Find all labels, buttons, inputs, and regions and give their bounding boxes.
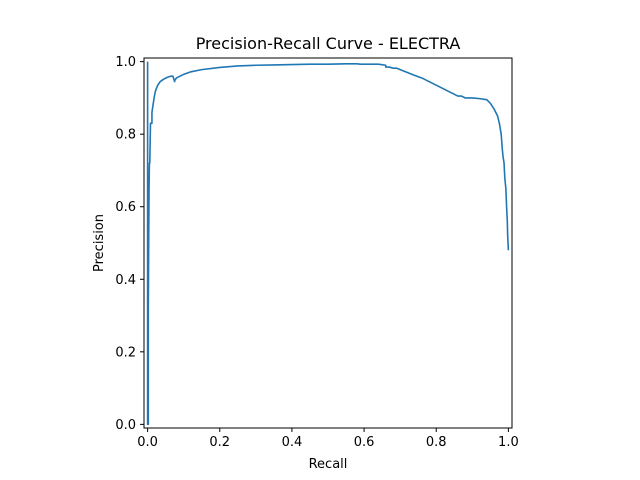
y-tick-label: 1.0 xyxy=(115,55,136,70)
x-tick-label: 0.0 xyxy=(137,435,158,450)
y-tick-label: 0.2 xyxy=(115,345,136,360)
x-tick-label: 0.4 xyxy=(282,435,303,450)
chart-title: Precision-Recall Curve - ELECTRA xyxy=(196,34,461,53)
y-tick-label: 0.8 xyxy=(115,128,136,143)
x-tick-label: 0.8 xyxy=(426,435,447,450)
plot-area xyxy=(143,57,513,429)
x-axis: 0.0 0.2 0.4 0.6 0.8 1.0 xyxy=(137,428,519,450)
y-axis: 0.0 0.2 0.4 0.6 0.8 1.0 xyxy=(115,55,144,433)
x-tick-label: 0.2 xyxy=(209,435,230,450)
x-tick-label: 1.0 xyxy=(498,435,519,450)
x-axis-label: Recall xyxy=(309,457,348,472)
pr-curve-line xyxy=(146,61,510,426)
y-axis-label: Precision xyxy=(92,214,107,272)
y-tick-label: 0.6 xyxy=(115,200,136,215)
y-tick-label: 0.0 xyxy=(115,418,136,433)
x-tick-label: 0.6 xyxy=(354,435,375,450)
y-tick-label: 0.4 xyxy=(115,273,136,288)
plot-frame xyxy=(143,57,513,429)
